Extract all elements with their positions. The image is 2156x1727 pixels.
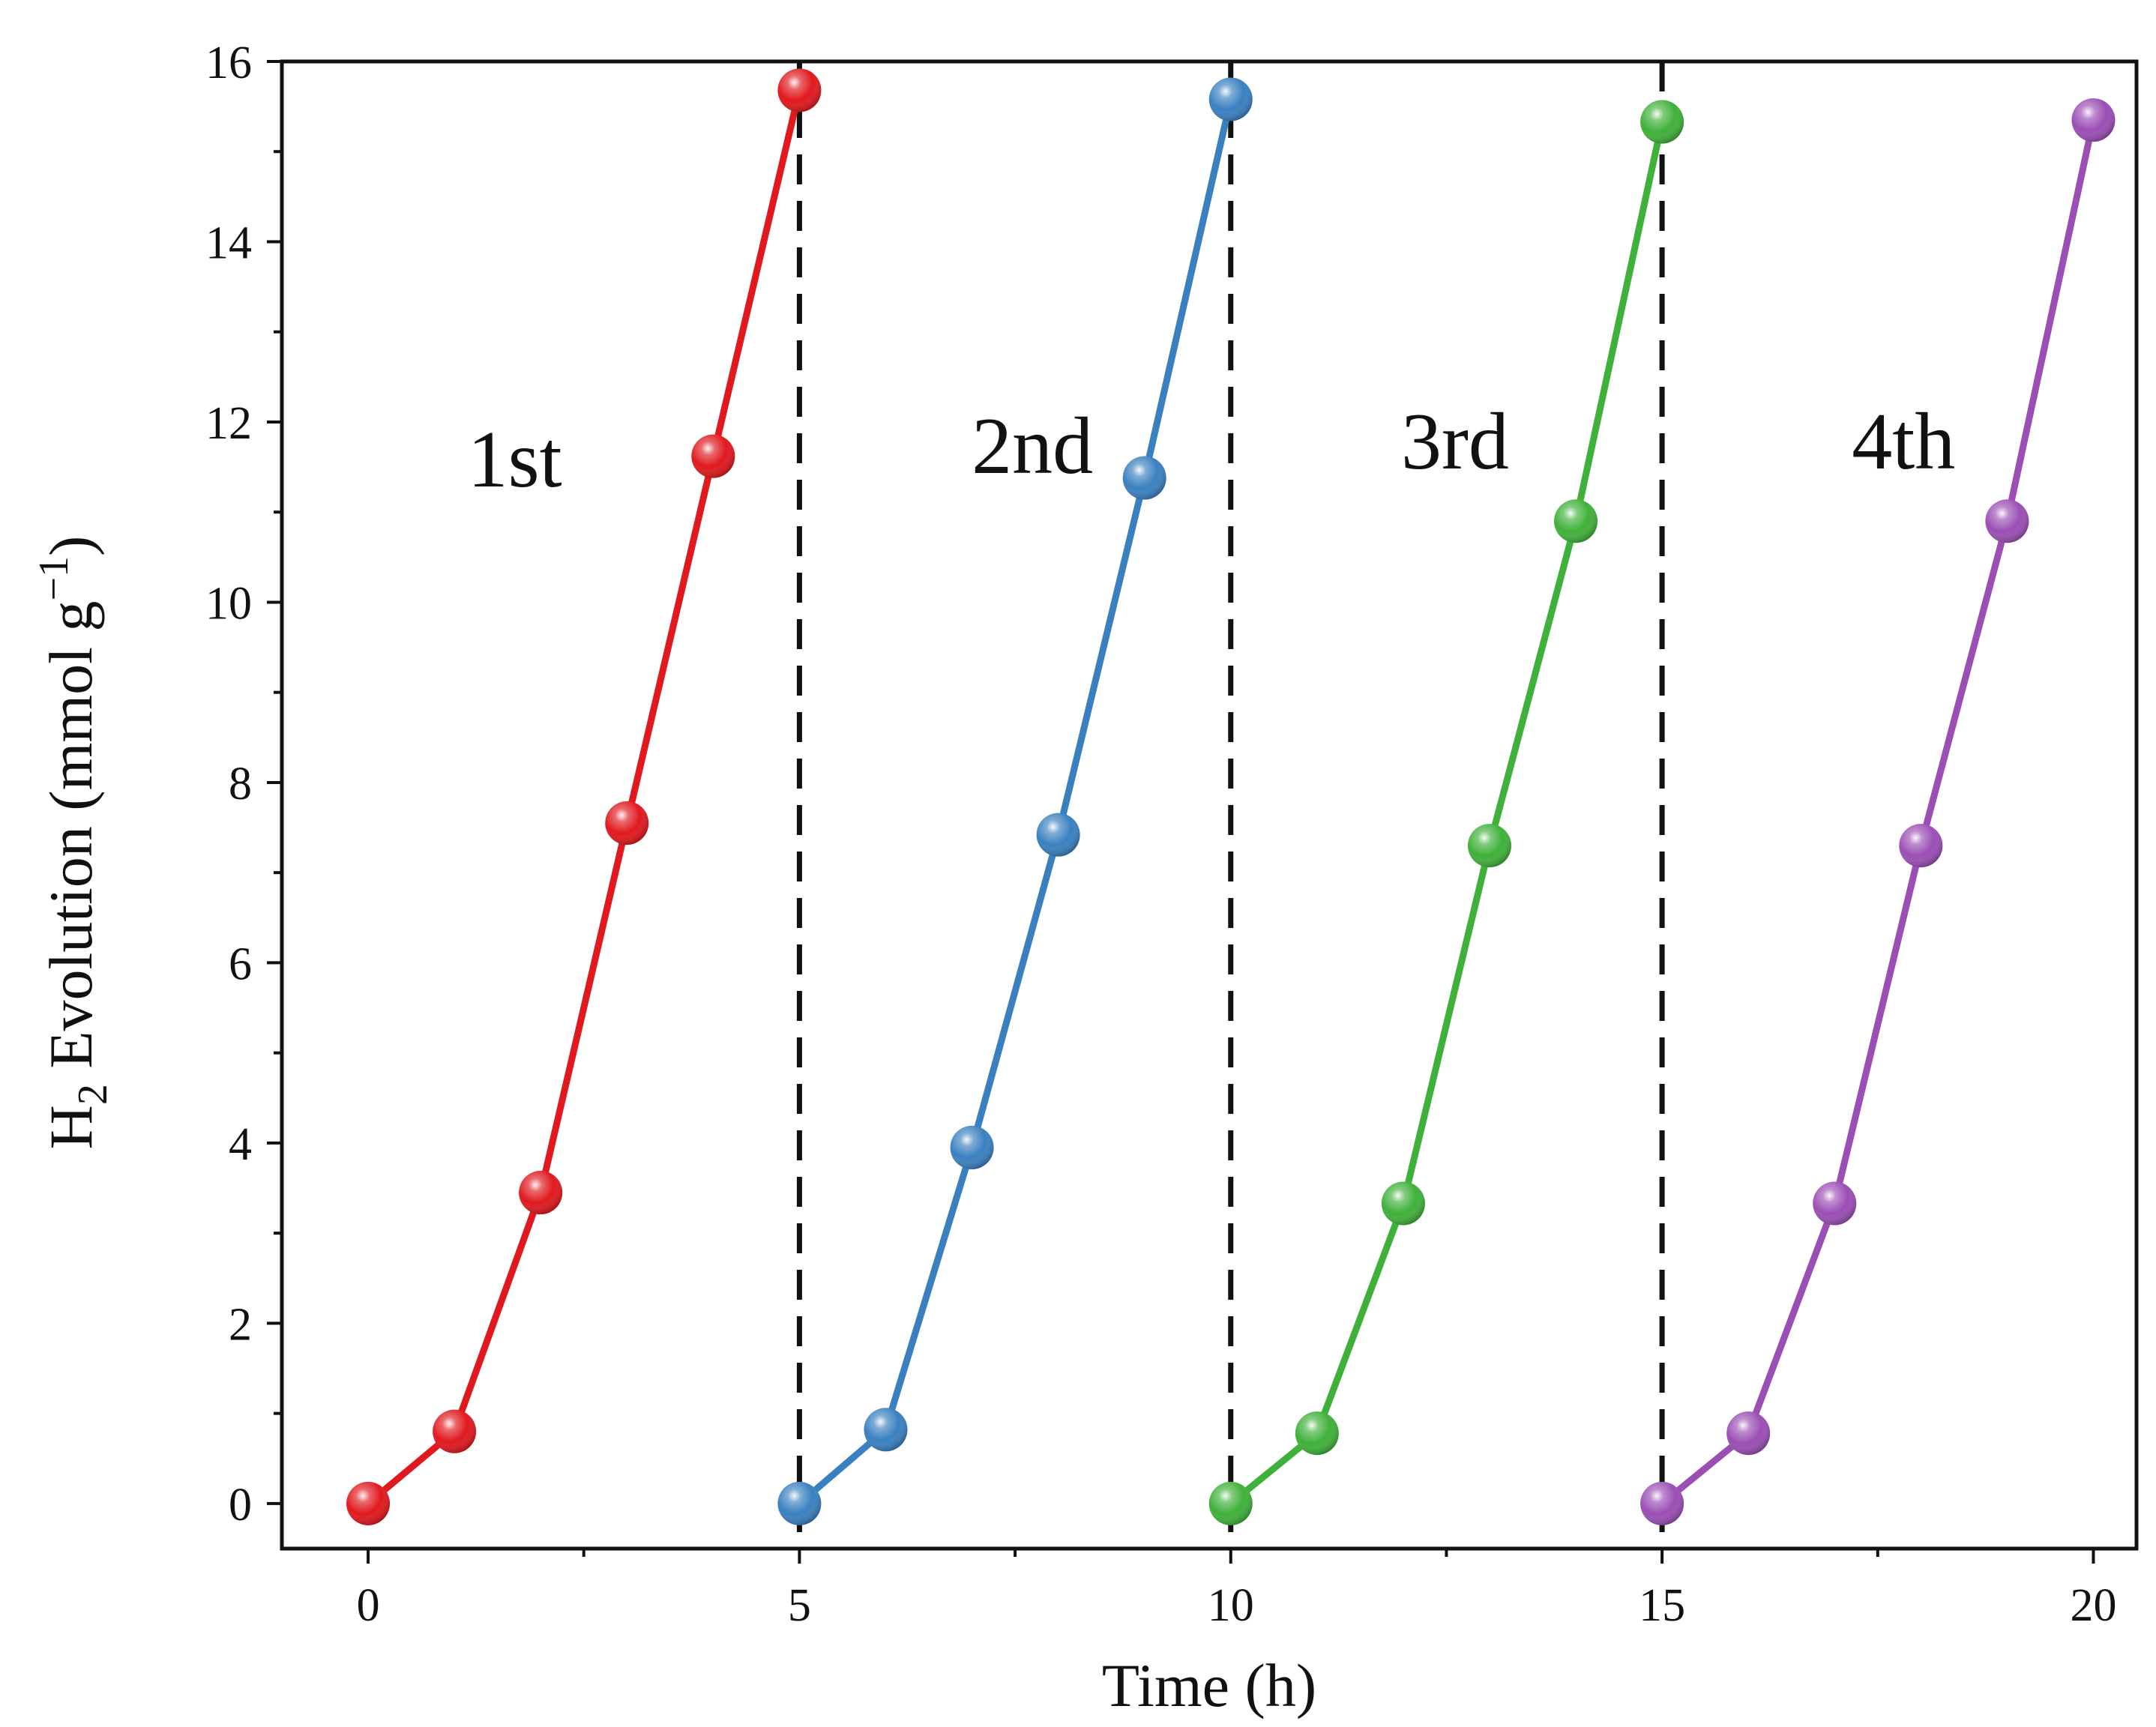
data-point-3rd — [1554, 499, 1598, 543]
data-point-highlight — [433, 1409, 477, 1453]
data-point-highlight — [1554, 499, 1598, 543]
data-point-highlight — [1122, 456, 1166, 500]
data-point-highlight — [691, 434, 735, 478]
y-axis-title-subscript: 2 — [70, 1084, 116, 1105]
cycle-label: 4th — [1852, 397, 1955, 486]
data-point-4th — [1985, 499, 2029, 543]
x-tick-label: 0 — [357, 1580, 380, 1631]
data-point-2nd — [1208, 77, 1253, 121]
series-line-3rd — [1227, 118, 1666, 1507]
plot-frame — [280, 59, 2139, 1551]
data-point-highlight — [1899, 824, 1943, 868]
y-tick-label: 2 — [229, 1299, 252, 1350]
y-axis-title-superscript: −1 — [31, 556, 77, 601]
data-point-4th — [1899, 824, 1943, 868]
data-point-1st — [433, 1409, 477, 1453]
y-tick-label: 8 — [229, 759, 252, 810]
data-point-4th — [1813, 1181, 1857, 1226]
x-tick-label: 20 — [2070, 1580, 2116, 1631]
data-point-1st — [519, 1171, 563, 1215]
data-point-highlight — [1381, 1181, 1425, 1226]
data-point-highlight — [1208, 77, 1253, 121]
data-point-2nd — [864, 1408, 908, 1452]
series-line-1st — [364, 86, 803, 1507]
data-point-highlight — [777, 1481, 822, 1525]
data-point-3rd — [1381, 1181, 1425, 1226]
data-point-highlight — [1467, 824, 1511, 868]
data-point-highlight — [864, 1408, 908, 1452]
data-point-highlight — [346, 1481, 391, 1525]
data-point-4th — [2071, 98, 2116, 142]
data-point-3rd — [1295, 1411, 1339, 1456]
cycle-label: 3rd — [1401, 397, 1509, 486]
y-tick-label: 0 — [229, 1480, 252, 1531]
data-point-1st — [346, 1481, 391, 1525]
data-point-1st — [605, 801, 649, 846]
y-tick-label: 12 — [205, 398, 252, 449]
y-tick-label: 4 — [229, 1119, 252, 1170]
y-axis-title-rest: Evolution (mmol g — [37, 601, 105, 1085]
x-axis-title: Time (h) — [1102, 1651, 1316, 1720]
data-point-highlight — [1985, 499, 2029, 543]
y-tick-label: 10 — [205, 578, 252, 629]
data-point-2nd — [950, 1125, 994, 1169]
data-point-2nd — [777, 1481, 822, 1525]
data-point-highlight — [519, 1171, 563, 1215]
data-point-4th — [1726, 1411, 1771, 1456]
y-tick-label: 16 — [205, 37, 252, 88]
data-point-2nd — [1036, 813, 1080, 857]
data-point-highlight — [1208, 1481, 1253, 1525]
y-tick-label: 6 — [229, 938, 252, 989]
data-point-highlight — [1295, 1411, 1339, 1456]
data-point-highlight — [2071, 98, 2116, 142]
data-point-1st — [691, 434, 735, 478]
y-tick-label: 14 — [205, 217, 252, 268]
cycle-label: 1st — [468, 415, 562, 504]
data-point-highlight — [1813, 1181, 1857, 1226]
data-point-3rd — [1208, 1481, 1253, 1525]
data-point-3rd — [1640, 100, 1684, 144]
y-axis-title-close: ) — [37, 536, 105, 556]
series-line-4th — [1658, 116, 2097, 1507]
data-point-3rd — [1467, 824, 1511, 868]
data-point-highlight — [1726, 1411, 1771, 1456]
data-point-highlight — [605, 801, 649, 846]
cycle-label: 2nd — [972, 402, 1093, 491]
x-tick-label: 10 — [1208, 1580, 1254, 1631]
data-point-2nd — [1122, 456, 1166, 500]
x-tick-label: 15 — [1639, 1580, 1685, 1631]
data-point-highlight — [1640, 100, 1684, 144]
data-point-highlight — [950, 1125, 994, 1169]
y-axis-title-main: H — [37, 1105, 105, 1149]
data-point-highlight — [1640, 1481, 1684, 1525]
data-point-1st — [777, 68, 822, 112]
y-axis-title: H2 Evolution (mmol g−1) — [31, 536, 116, 1150]
data-point-4th — [1640, 1481, 1684, 1525]
data-point-highlight — [1036, 813, 1080, 857]
data-point-highlight — [777, 68, 822, 112]
x-tick-label: 5 — [788, 1580, 811, 1631]
series-line-2nd — [795, 96, 1235, 1507]
